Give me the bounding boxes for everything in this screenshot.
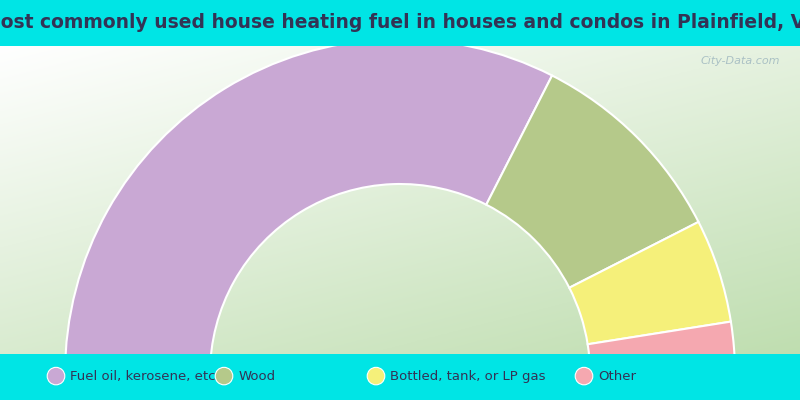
Text: Bottled, tank, or LP gas: Bottled, tank, or LP gas [390,370,546,382]
Wedge shape [486,76,698,288]
Text: Wood: Wood [238,370,275,382]
Wedge shape [570,222,731,344]
Ellipse shape [215,367,233,385]
Text: Fuel oil, kerosene, etc.: Fuel oil, kerosene, etc. [70,370,220,382]
Ellipse shape [367,367,385,385]
Text: Other: Other [598,370,637,382]
Wedge shape [588,322,735,374]
Text: City-Data.com: City-Data.com [701,56,780,66]
Ellipse shape [575,367,593,385]
Text: Most commonly used house heating fuel in houses and condos in Plainfield, VT: Most commonly used house heating fuel in… [0,14,800,32]
Ellipse shape [47,367,65,385]
Wedge shape [65,39,552,374]
